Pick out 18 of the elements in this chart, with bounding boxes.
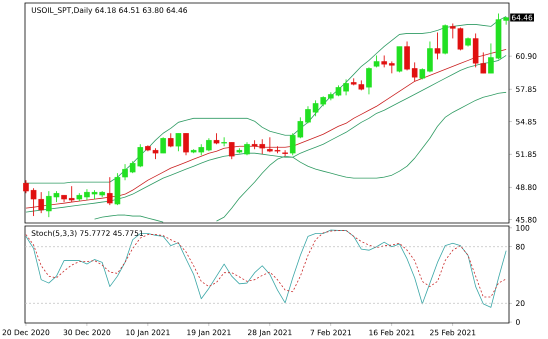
- candlestick: [290, 132, 296, 156]
- candlestick: [480, 52, 486, 74]
- candlestick: [228, 142, 235, 160]
- candlestick: [358, 80, 364, 91]
- candlestick: [160, 136, 166, 154]
- line-series: [94, 214, 164, 223]
- candlestick: [381, 55, 388, 68]
- candlestick: [434, 32, 440, 60]
- candlestick: [366, 66, 372, 95]
- candlestick: [137, 144, 144, 168]
- candlestick: [214, 132, 220, 145]
- candlestick: [221, 136, 227, 147]
- candlestick: [183, 132, 189, 156]
- candlestick: [106, 176, 113, 206]
- candlestick: [168, 132, 174, 148]
- candlestick: [389, 60, 395, 74]
- candlestick: [374, 55, 380, 68]
- candlestick: [176, 132, 182, 152]
